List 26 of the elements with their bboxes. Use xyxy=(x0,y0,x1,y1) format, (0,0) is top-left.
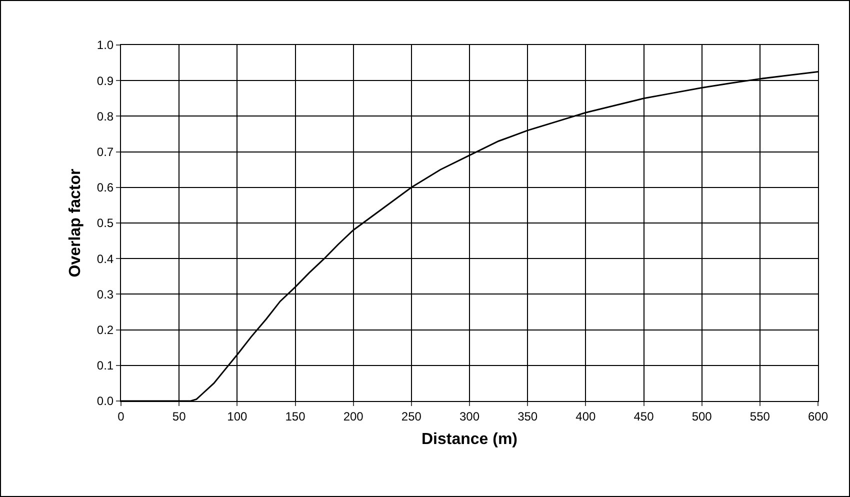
x-tick-label: 50 xyxy=(172,409,186,424)
y-tick-label: 0.1 xyxy=(96,358,114,373)
y-axis-title: Overlap factor xyxy=(66,168,84,278)
x-tick-label: 0 xyxy=(118,409,125,424)
x-tick-label: 350 xyxy=(518,409,538,424)
x-tick-label: 300 xyxy=(459,409,480,424)
x-tick-label: 500 xyxy=(692,409,712,424)
y-tick-label: 0.3 xyxy=(96,287,114,302)
y-tick-label: 0.8 xyxy=(96,109,114,124)
x-tick-label: 550 xyxy=(750,409,770,424)
x-tick-label: 400 xyxy=(576,409,596,424)
y-tick-label: 0.7 xyxy=(96,145,114,159)
y-tick-label: 1.0 xyxy=(96,38,114,52)
y-tick-label: 0.9 xyxy=(96,74,114,88)
x-tick-label: 200 xyxy=(343,409,364,424)
x-axis-title: Distance (m) xyxy=(421,431,518,448)
x-tick-label: 600 xyxy=(808,409,828,424)
y-tick-label: 0.4 xyxy=(96,252,114,266)
x-tick-label: 250 xyxy=(401,409,422,424)
y-tick-label: 0.5 xyxy=(96,216,114,230)
x-tick-label: 150 xyxy=(285,409,306,424)
y-tick-label: 0.0 xyxy=(96,394,114,408)
x-tick-label: 450 xyxy=(634,409,654,424)
x-tick-label: 100 xyxy=(227,409,248,424)
y-tick-label: 0.2 xyxy=(96,323,114,337)
y-tick-label: 0.6 xyxy=(96,180,114,195)
